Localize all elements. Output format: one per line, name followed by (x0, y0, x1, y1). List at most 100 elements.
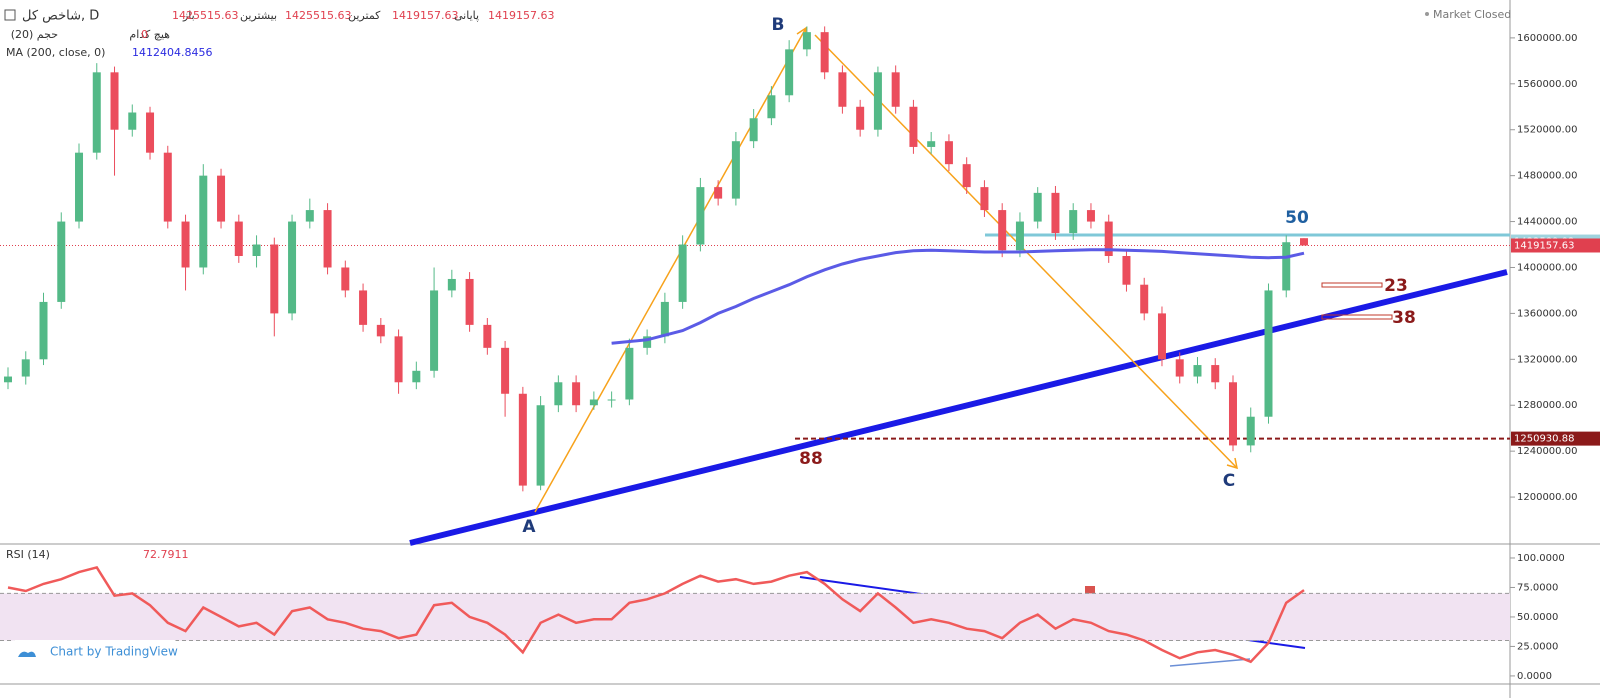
candle-body (75, 152, 84, 222)
wave-label: B (772, 15, 785, 35)
y-tick-label: 1200000.00 (1517, 492, 1577, 503)
candle-body (376, 324, 385, 337)
candle-body (696, 187, 705, 245)
rsi-tick-label: 100.0000 (1517, 553, 1565, 564)
fib-label: 50 (1285, 208, 1309, 228)
high-label: بیشترین (240, 9, 277, 22)
candle-body (21, 359, 30, 377)
rsi-tick-label: 75.0000 (1517, 582, 1558, 593)
candle-body (252, 244, 261, 257)
candle-body (305, 210, 314, 222)
candle-body (146, 112, 155, 153)
candle-body (1015, 221, 1024, 251)
none-label: هیچ کدام (129, 28, 170, 41)
candle-body (341, 267, 350, 291)
candle-body (1140, 284, 1149, 314)
price-tag-label: 1419157.63 (1514, 240, 1574, 251)
candle-body (643, 336, 652, 348)
rsi-label: RSI (14) (6, 548, 50, 561)
candle-body (1157, 313, 1166, 360)
candle-body (554, 382, 563, 406)
credit-box[interactable] (12, 640, 177, 664)
candle-body (909, 106, 918, 147)
candle-body (1228, 382, 1237, 446)
y-tick-label: 1320000.00 (1517, 354, 1577, 365)
candle-body (412, 370, 421, 383)
rsi-divergence-arrow (1169, 658, 1251, 667)
candle-body (536, 405, 545, 486)
ma-value: 1412404.8456 (132, 46, 212, 59)
close-value: 1419157.63 (488, 9, 554, 22)
low-value: 1419157.63 (392, 9, 458, 22)
symbol: شاخص کل, D (22, 9, 99, 24)
y-tick-label: 1560000.00 (1517, 79, 1577, 90)
candle-body (572, 382, 581, 406)
candle-body (39, 301, 48, 360)
candle-body (1122, 256, 1131, 285)
y-tick-label: 1400000.00 (1517, 262, 1577, 273)
rsi-band (0, 593, 1510, 641)
candle-body (270, 244, 279, 314)
candle-body (1193, 365, 1202, 377)
candle-body (873, 72, 882, 130)
candle-body (767, 95, 776, 119)
candle-body (1300, 238, 1308, 246)
candle-body (962, 164, 971, 188)
candle-body (1246, 416, 1255, 446)
rsi-tick-label: 25.0000 (1517, 641, 1558, 652)
candle-body (749, 118, 758, 142)
candle-body (802, 32, 811, 50)
candle-body (128, 112, 137, 130)
candle-body (447, 278, 456, 291)
price-tag (1511, 431, 1600, 446)
market-status: Market Closed (1433, 8, 1511, 21)
plot: 1200000.00 1240000.00 1280000.00 1320000.00… (0, 26, 1600, 682)
candle-body (181, 221, 190, 268)
y-tick-label: 1360000.00 (1517, 308, 1577, 319)
candle-body (1051, 192, 1060, 234)
candle-body (660, 301, 669, 337)
volume-label: حجم (20) (11, 28, 58, 41)
candle-body (1033, 192, 1042, 222)
candle-body (199, 175, 208, 268)
fib-marker (1321, 282, 1383, 288)
ma-label: MA (200, close, 0) (6, 46, 105, 59)
candle-body (714, 187, 723, 199)
y-tick-label: 1600000.00 (1517, 33, 1577, 44)
candle-body (838, 72, 847, 107)
y-tick-label: 1440000.00 (1517, 217, 1577, 228)
y-tick-label: 1240000.00 (1517, 446, 1577, 457)
credit[interactable]: Chart by TradingView (50, 645, 178, 659)
candle-body (359, 290, 368, 325)
candle-body (1104, 221, 1113, 257)
candle-body (430, 290, 439, 371)
candle-body (483, 324, 492, 348)
rsi-line (7, 565, 1305, 664)
open-value: 1425515.63 (172, 9, 238, 22)
ma-line (611, 248, 1305, 345)
candle-body (163, 152, 172, 222)
y-tick-label: 1520000.00 (1517, 125, 1577, 136)
candle-body (1211, 365, 1220, 383)
candle-body (323, 210, 332, 268)
wave-label: C (1223, 471, 1235, 491)
price-tag-label: 1250930.88 (1514, 434, 1574, 445)
low-label: کمترین (348, 9, 381, 22)
fib-label: 23 (1384, 276, 1408, 296)
wave-label: A (522, 517, 536, 537)
candle-body (1086, 210, 1095, 222)
fib-marker (1321, 314, 1393, 320)
candle-body (625, 347, 634, 400)
wave-arrow (534, 27, 807, 513)
candle-body (589, 399, 598, 406)
candle-body (944, 141, 953, 165)
close-label: پایانی (454, 9, 479, 22)
candle-body (288, 221, 297, 314)
candle-body (1264, 290, 1273, 417)
price-tag (1511, 238, 1600, 253)
collapse-icon[interactable] (4, 9, 16, 21)
rsi-tick-label: 0.0000 (1517, 671, 1552, 682)
candle-body (394, 336, 403, 383)
